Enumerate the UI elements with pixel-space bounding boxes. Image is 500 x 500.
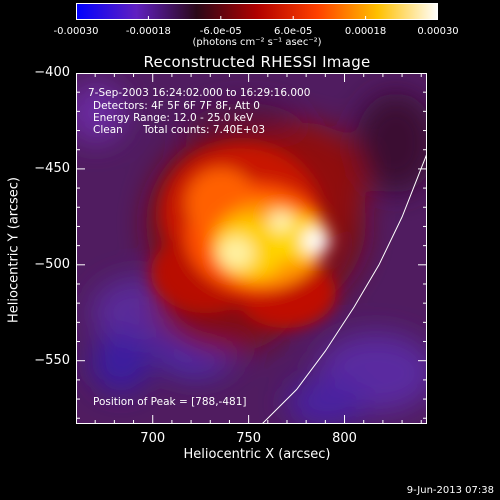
y-tick-label: −550 bbox=[34, 352, 70, 368]
x-tick-label: 700 bbox=[140, 431, 166, 446]
y-axis-label: Heliocentric Y (arcsec) bbox=[6, 177, 22, 323]
x-axis-label: Heliocentric X (arcsec) bbox=[183, 447, 331, 462]
plot-area bbox=[76, 73, 427, 424]
y-tick-label: −500 bbox=[34, 256, 70, 272]
energy-range-text: Energy Range: 12.0 - 25.0 keV bbox=[93, 112, 254, 124]
colorbar-tick-label: -0.00030 bbox=[53, 26, 99, 37]
colorbar-tick-label: 0.00018 bbox=[344, 26, 387, 37]
colorbar-unit-label: (photons cm⁻² s⁻¹ asec⁻²) bbox=[192, 37, 322, 48]
y-tick-label: −400 bbox=[34, 65, 70, 80]
clean-label: Clean bbox=[93, 124, 123, 136]
axis-ticks bbox=[76, 73, 427, 424]
colorbar-tick-label: 6.0e-05 bbox=[273, 26, 313, 37]
detectors-text: Detectors: 4F 5F 6F 7F 8F, Att 0 bbox=[93, 100, 260, 112]
timestamp: 9-Jun-2013 07:38 bbox=[406, 485, 494, 496]
colorbar bbox=[76, 3, 438, 20]
colorbar-tick-label: -6.0e-05 bbox=[199, 26, 242, 37]
x-tick-label: 750 bbox=[236, 431, 262, 446]
solar-limb-curve bbox=[261, 153, 427, 424]
chart-title: Reconstructed RHESSI Image bbox=[143, 53, 371, 71]
x-tick-label: 800 bbox=[332, 431, 357, 446]
peak-position-text: Position of Peak = [788,-481] bbox=[93, 396, 247, 408]
heatmap-core bbox=[151, 143, 336, 328]
colorbar-tick-label: -0.00018 bbox=[125, 26, 171, 37]
time-range-text: 7-Sep-2003 16:24:02.000 to 16:29:16.000 bbox=[88, 87, 311, 99]
total-counts-text: Total counts: 7.40E+03 bbox=[143, 124, 266, 136]
y-tick-label: −450 bbox=[34, 160, 70, 176]
colorbar-tick-label: 0.00030 bbox=[417, 26, 459, 37]
plot-frame bbox=[76, 73, 427, 424]
